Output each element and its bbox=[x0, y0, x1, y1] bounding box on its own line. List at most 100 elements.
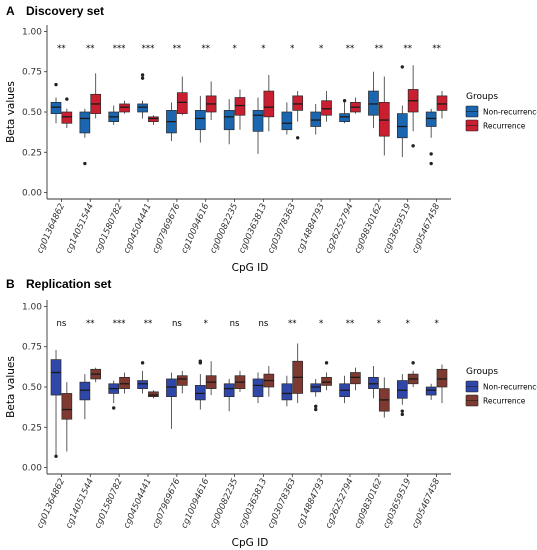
x-tick-label: cg09830162 bbox=[353, 202, 385, 255]
box-body bbox=[194, 385, 206, 401]
panel-b-legend-label-non-recurrence: Non-recurrence bbox=[483, 383, 537, 392]
box-non-recurrence-cg00363813 bbox=[252, 97, 264, 154]
box-body bbox=[50, 359, 62, 396]
box-non-recurrence-cg04504441 bbox=[137, 361, 148, 394]
box-body bbox=[321, 100, 332, 116]
box-recurrence-cg14884793 bbox=[321, 361, 332, 391]
box-body bbox=[310, 383, 322, 393]
box-body bbox=[425, 386, 437, 396]
box-recurrence-cg00082235 bbox=[234, 89, 246, 130]
x-tick-label: cg03659519 bbox=[382, 477, 414, 530]
significance-label: * bbox=[377, 319, 381, 329]
box-recurrence-cg03659519 bbox=[407, 361, 419, 387]
significance-label: ** bbox=[86, 319, 95, 329]
panel-a-legend: Groups Non-recurrence Recurrence bbox=[465, 92, 537, 132]
panel-a-legend-title: Groups bbox=[466, 92, 498, 102]
box-non-recurrence-cg01580782 bbox=[108, 380, 120, 410]
significance-label: ** bbox=[403, 44, 412, 54]
box-recurrence-cg04504441 bbox=[148, 115, 159, 125]
box-non-recurrence-cg10094616 bbox=[194, 359, 206, 410]
box-body bbox=[436, 368, 448, 388]
box-body bbox=[137, 103, 148, 113]
x-tick-label: cg01364862 bbox=[35, 477, 67, 530]
x-tick-label: cg04504441 bbox=[122, 202, 154, 255]
outlier-point bbox=[198, 359, 203, 363]
box-recurrence-cg14051544 bbox=[90, 367, 102, 383]
significance-label: ns bbox=[172, 319, 182, 329]
outlier-point bbox=[400, 412, 405, 417]
panel-a-legend-label-recurrence: Recurrence bbox=[483, 122, 526, 131]
significance-label: ** bbox=[346, 319, 355, 329]
y-tick-label: 1.00 bbox=[22, 27, 42, 37]
outlier-point bbox=[314, 404, 318, 409]
box-non-recurrence-cg10094616 bbox=[194, 95, 206, 143]
significance-label: * bbox=[434, 319, 438, 329]
panel-b: B Replication set 0.00 0.25 0.50 0.75 1.00 cg… bbox=[5, 277, 537, 549]
box-non-recurrence-cg01580782 bbox=[108, 105, 120, 125]
panel-b-legend: Groups Non-recurrence Recurrence bbox=[465, 367, 537, 407]
box-non-recurrence-cg14884793 bbox=[310, 378, 322, 412]
outlier-point bbox=[140, 76, 145, 80]
panel-a-x-axis-title: CpG ID bbox=[232, 262, 269, 274]
box-body bbox=[339, 113, 350, 123]
box-non-recurrence-cg00082235 bbox=[223, 99, 235, 145]
box-body bbox=[194, 110, 206, 131]
box-non-recurrence-cg09830162 bbox=[368, 71, 379, 129]
box-recurrence-cg00363813 bbox=[263, 366, 275, 397]
box-body bbox=[137, 380, 148, 389]
box-non-recurrence-cg00363813 bbox=[252, 372, 264, 404]
significance-label: * bbox=[406, 319, 410, 329]
outlier-point bbox=[411, 144, 415, 148]
panel-b-title: Replication set bbox=[26, 277, 111, 291]
outlier-point bbox=[411, 361, 415, 365]
x-tick-label: cg05467458 bbox=[410, 202, 442, 256]
significance-label: ns bbox=[57, 319, 67, 329]
box-recurrence-cg00082235 bbox=[234, 370, 246, 392]
box-recurrence-cg10094616 bbox=[205, 361, 217, 396]
significance-label: ns bbox=[259, 319, 269, 329]
outlier-point bbox=[54, 82, 58, 87]
box-non-recurrence-cg04504441 bbox=[137, 73, 148, 119]
outlier-point bbox=[140, 73, 145, 77]
x-tick-label: cg14884793 bbox=[295, 202, 327, 255]
box-non-recurrence-cg26252794 bbox=[339, 99, 350, 124]
x-tick-label: cg14051544 bbox=[64, 477, 96, 530]
box-body bbox=[396, 380, 408, 399]
panel-b-y-axis-title: Beta values bbox=[5, 356, 17, 418]
box-recurrence-cg04504441 bbox=[148, 390, 159, 399]
x-tick-label: cg01580782 bbox=[93, 202, 125, 255]
x-tick-label: cg10094616 bbox=[180, 477, 212, 531]
box-body bbox=[148, 391, 159, 398]
box-body bbox=[148, 116, 159, 123]
box-recurrence-cg03078363 bbox=[292, 343, 304, 404]
significance-label: * bbox=[204, 319, 208, 329]
panel-a: A Discovery set 0.00 0.25 0.50 0.75 1.00 cg01… bbox=[5, 4, 537, 274]
box-body bbox=[378, 101, 390, 137]
box-body bbox=[350, 372, 361, 385]
box-non-recurrence-cg01364862 bbox=[50, 349, 62, 458]
box-non-recurrence-cg07969676 bbox=[166, 372, 177, 429]
box-body bbox=[252, 110, 264, 132]
box-recurrence-cg01364862 bbox=[61, 97, 73, 129]
significance-label: ** bbox=[288, 319, 297, 329]
box-body bbox=[281, 383, 293, 401]
outlier-point bbox=[324, 361, 329, 365]
box-recurrence-cg00363813 bbox=[263, 74, 275, 132]
box-recurrence-cg07969676 bbox=[176, 76, 188, 116]
box-recurrence-cg03659519 bbox=[407, 65, 419, 148]
y-tick-label: 0.00 bbox=[22, 464, 42, 474]
x-tick-label: cg00363813 bbox=[237, 202, 269, 255]
outlier-point bbox=[400, 65, 405, 69]
box-body bbox=[263, 90, 275, 118]
x-tick-label: cg26252794 bbox=[324, 202, 356, 255]
y-tick-label: 0.25 bbox=[22, 148, 42, 158]
significance-label: ** bbox=[201, 44, 210, 54]
panel-b-legend-label-recurrence: Recurrence bbox=[483, 397, 526, 406]
x-tick-label: cg26252794 bbox=[324, 477, 356, 530]
box-body bbox=[310, 111, 322, 127]
box-non-recurrence-cg07969676 bbox=[166, 102, 177, 141]
box-body bbox=[368, 376, 379, 389]
box-recurrence-cg09830162 bbox=[378, 76, 390, 156]
box-non-recurrence-cg03659519 bbox=[396, 374, 408, 417]
